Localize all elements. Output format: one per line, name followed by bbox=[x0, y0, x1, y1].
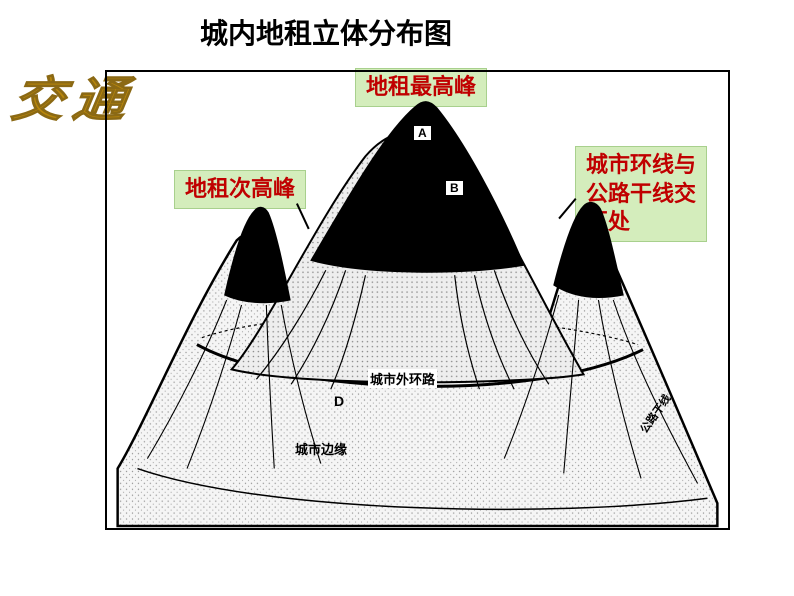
anno-edge: 城市边缘 bbox=[295, 439, 347, 458]
page-title: 城内地租立体分布图 bbox=[200, 12, 452, 52]
subpeak-right-dark bbox=[554, 202, 623, 297]
marker-b: B bbox=[445, 180, 464, 196]
subpeak-left-dark bbox=[225, 207, 290, 302]
anno-outer-ring: 城市外环路 bbox=[368, 369, 437, 388]
marker-a: A bbox=[413, 125, 432, 141]
marker-d: D bbox=[330, 393, 348, 410]
marker-c: C bbox=[415, 218, 433, 235]
